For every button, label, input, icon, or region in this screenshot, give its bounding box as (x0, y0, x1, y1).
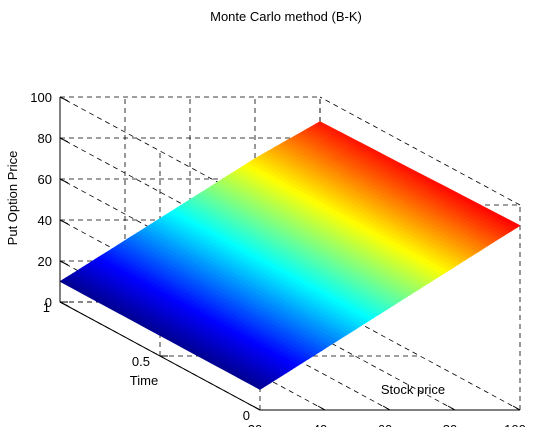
x-tick-mark (317, 405, 326, 411)
z-tick-mark (59, 96, 69, 102)
z-tick-mark (59, 219, 69, 225)
chart-title: Monte Carlo method (B-K) (210, 9, 362, 24)
x-tick-mark (447, 405, 456, 411)
x-axis-label: Stock price (381, 382, 445, 397)
box-edge (319, 96, 521, 206)
x-tick-label: 80 (443, 422, 457, 427)
z-tick-label: 0 (45, 295, 52, 310)
y-tick-label: 0 (243, 408, 250, 423)
y-tick-label: 0.5 (132, 354, 150, 369)
x-tick-mark (512, 405, 521, 411)
x-tick-mark (252, 405, 261, 411)
surface-patch (496, 214, 521, 228)
z-tick-label: 80 (38, 131, 52, 146)
z-tick-mark (59, 137, 69, 143)
z-tick-mark (59, 260, 69, 266)
z-tick-label: 60 (38, 172, 52, 187)
x-tick-mark (382, 405, 391, 411)
z-axis-label: Put Option Price (5, 151, 20, 246)
x-tick-label: 20 (248, 422, 262, 427)
z-tick-label: 20 (38, 254, 52, 269)
z-tick-mark (59, 178, 69, 184)
z-tick-label: 40 (38, 213, 52, 228)
y-axis-label: Time (130, 373, 158, 388)
y-tick-label: 1 (43, 300, 50, 315)
z-tick-mark (59, 301, 69, 307)
x-tick-label: 40 (313, 422, 327, 427)
axes-box (59, 96, 521, 411)
surface-mesh (59, 121, 521, 390)
x-tick-label: 60 (378, 422, 392, 427)
z-tick-label: 100 (30, 90, 52, 105)
x-tick-label: 100 (504, 422, 526, 427)
